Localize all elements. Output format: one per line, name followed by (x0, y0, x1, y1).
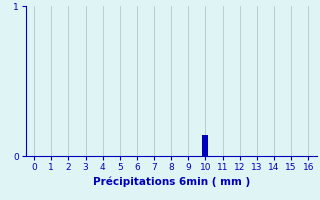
X-axis label: Précipitations 6min ( mm ): Précipitations 6min ( mm ) (92, 176, 250, 187)
Bar (203, 135, 208, 156)
